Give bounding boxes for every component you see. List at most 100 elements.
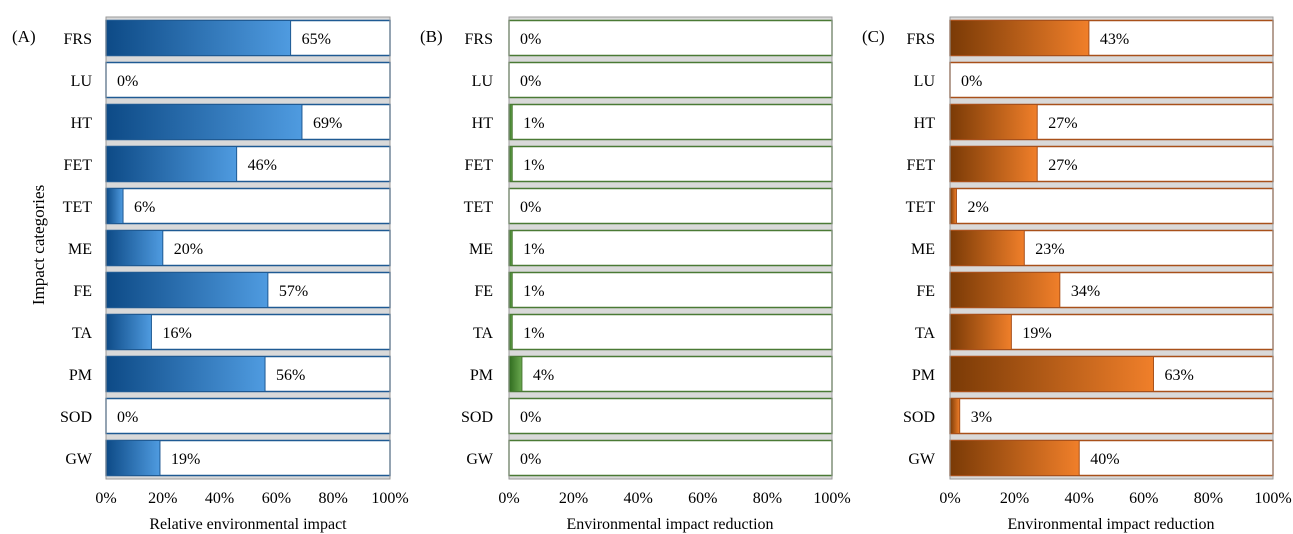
x-tick-label: 40% bbox=[205, 490, 234, 507]
bar-track bbox=[105, 187, 391, 225]
x-tick-label: 60% bbox=[1129, 490, 1158, 507]
bar bbox=[949, 398, 961, 434]
bar bbox=[949, 188, 957, 224]
data-label: 0% bbox=[520, 31, 541, 48]
data-label: 6% bbox=[134, 199, 155, 216]
data-label: 20% bbox=[174, 241, 203, 258]
plot-frame-b bbox=[508, 16, 833, 480]
category-label: FE bbox=[916, 283, 935, 300]
x-tick-label: 100% bbox=[371, 490, 408, 507]
y-axis-title: Impact categories bbox=[29, 185, 48, 305]
x-tick-label: 80% bbox=[1194, 490, 1223, 507]
bar bbox=[949, 146, 1038, 182]
bar bbox=[949, 314, 1012, 350]
category-label: LU bbox=[71, 73, 93, 90]
x-axis-title-b: Environmental impact reduction bbox=[566, 516, 773, 533]
bar-track bbox=[508, 313, 833, 351]
data-label: 43% bbox=[1100, 31, 1129, 48]
category-label: SOD bbox=[903, 409, 935, 426]
data-label: 1% bbox=[523, 157, 544, 174]
bar bbox=[105, 272, 269, 308]
x-tick-label: 40% bbox=[624, 490, 653, 507]
data-label: 2% bbox=[967, 199, 988, 216]
data-label: 4% bbox=[533, 367, 554, 384]
bar-track bbox=[508, 61, 833, 99]
data-label: 40% bbox=[1090, 451, 1119, 468]
data-label: 1% bbox=[523, 115, 544, 132]
category-label: ME bbox=[469, 241, 493, 258]
bar bbox=[949, 230, 1025, 266]
data-label: 19% bbox=[171, 451, 200, 468]
category-label: FET bbox=[64, 157, 93, 174]
category-label: HT bbox=[71, 115, 93, 132]
category-label: LU bbox=[472, 73, 494, 90]
panel-b: (B) Environmental impact reduction FRS 0%… bbox=[420, 16, 851, 533]
category-label: PM bbox=[912, 367, 935, 384]
category-label: FE bbox=[73, 283, 92, 300]
category-label: GW bbox=[65, 451, 93, 468]
data-label: 23% bbox=[1035, 241, 1064, 258]
data-label: 0% bbox=[117, 73, 138, 90]
bar-track bbox=[105, 397, 391, 435]
bar-track bbox=[949, 187, 1274, 225]
bar-track bbox=[949, 397, 1274, 435]
x-tick-label: 0% bbox=[939, 490, 960, 507]
bar-track bbox=[508, 103, 833, 141]
category-label: PM bbox=[470, 367, 493, 384]
bar bbox=[105, 104, 303, 140]
x-tick-label: 20% bbox=[1000, 490, 1029, 507]
category-label: FE bbox=[474, 283, 493, 300]
bar-track bbox=[508, 187, 833, 225]
plot-frame-c bbox=[949, 16, 1274, 480]
x-tick-label: 60% bbox=[262, 490, 291, 507]
bar bbox=[105, 188, 124, 224]
category-label: TET bbox=[63, 199, 93, 216]
category-label: TA bbox=[72, 325, 92, 342]
bar-track bbox=[105, 61, 391, 99]
data-label: 0% bbox=[520, 451, 541, 468]
data-label: 1% bbox=[523, 283, 544, 300]
bar-track bbox=[508, 397, 833, 435]
data-label: 1% bbox=[523, 241, 544, 258]
bar bbox=[105, 440, 161, 476]
x-tick-label: 0% bbox=[95, 490, 116, 507]
bar-track bbox=[508, 271, 833, 309]
x-tick-label: 100% bbox=[813, 490, 850, 507]
bar-track bbox=[508, 145, 833, 183]
data-label: 0% bbox=[520, 73, 541, 90]
x-tick-label: 80% bbox=[753, 490, 782, 507]
data-label: 0% bbox=[520, 199, 541, 216]
bar-track bbox=[508, 229, 833, 267]
bar bbox=[105, 356, 266, 392]
data-label: 3% bbox=[971, 409, 992, 426]
bar-track bbox=[508, 19, 833, 57]
bar-track bbox=[949, 61, 1274, 99]
category-label: TA bbox=[915, 325, 935, 342]
data-label: 19% bbox=[1022, 325, 1051, 342]
data-label: 1% bbox=[523, 325, 544, 342]
data-label: 27% bbox=[1048, 157, 1077, 174]
category-label: LU bbox=[914, 73, 936, 90]
bar bbox=[105, 146, 238, 182]
category-label: FRS bbox=[465, 31, 493, 48]
bar bbox=[949, 272, 1061, 308]
bar bbox=[949, 356, 1154, 392]
data-label: 0% bbox=[520, 409, 541, 426]
data-label: 16% bbox=[162, 325, 191, 342]
x-tick-label: 60% bbox=[688, 490, 717, 507]
data-label: 0% bbox=[117, 409, 138, 426]
bar-track bbox=[508, 439, 833, 477]
bar bbox=[508, 356, 523, 392]
bar bbox=[105, 230, 164, 266]
data-label: 56% bbox=[276, 367, 305, 384]
bar bbox=[949, 104, 1038, 140]
panel-label-b: (B) bbox=[420, 27, 443, 46]
category-label: ME bbox=[911, 241, 935, 258]
x-tick-label: 20% bbox=[148, 490, 177, 507]
bar bbox=[949, 440, 1080, 476]
category-label: ME bbox=[68, 241, 92, 258]
x-tick-label: 80% bbox=[319, 490, 348, 507]
category-label: FET bbox=[907, 157, 936, 174]
x-tick-label: 100% bbox=[1254, 490, 1291, 507]
